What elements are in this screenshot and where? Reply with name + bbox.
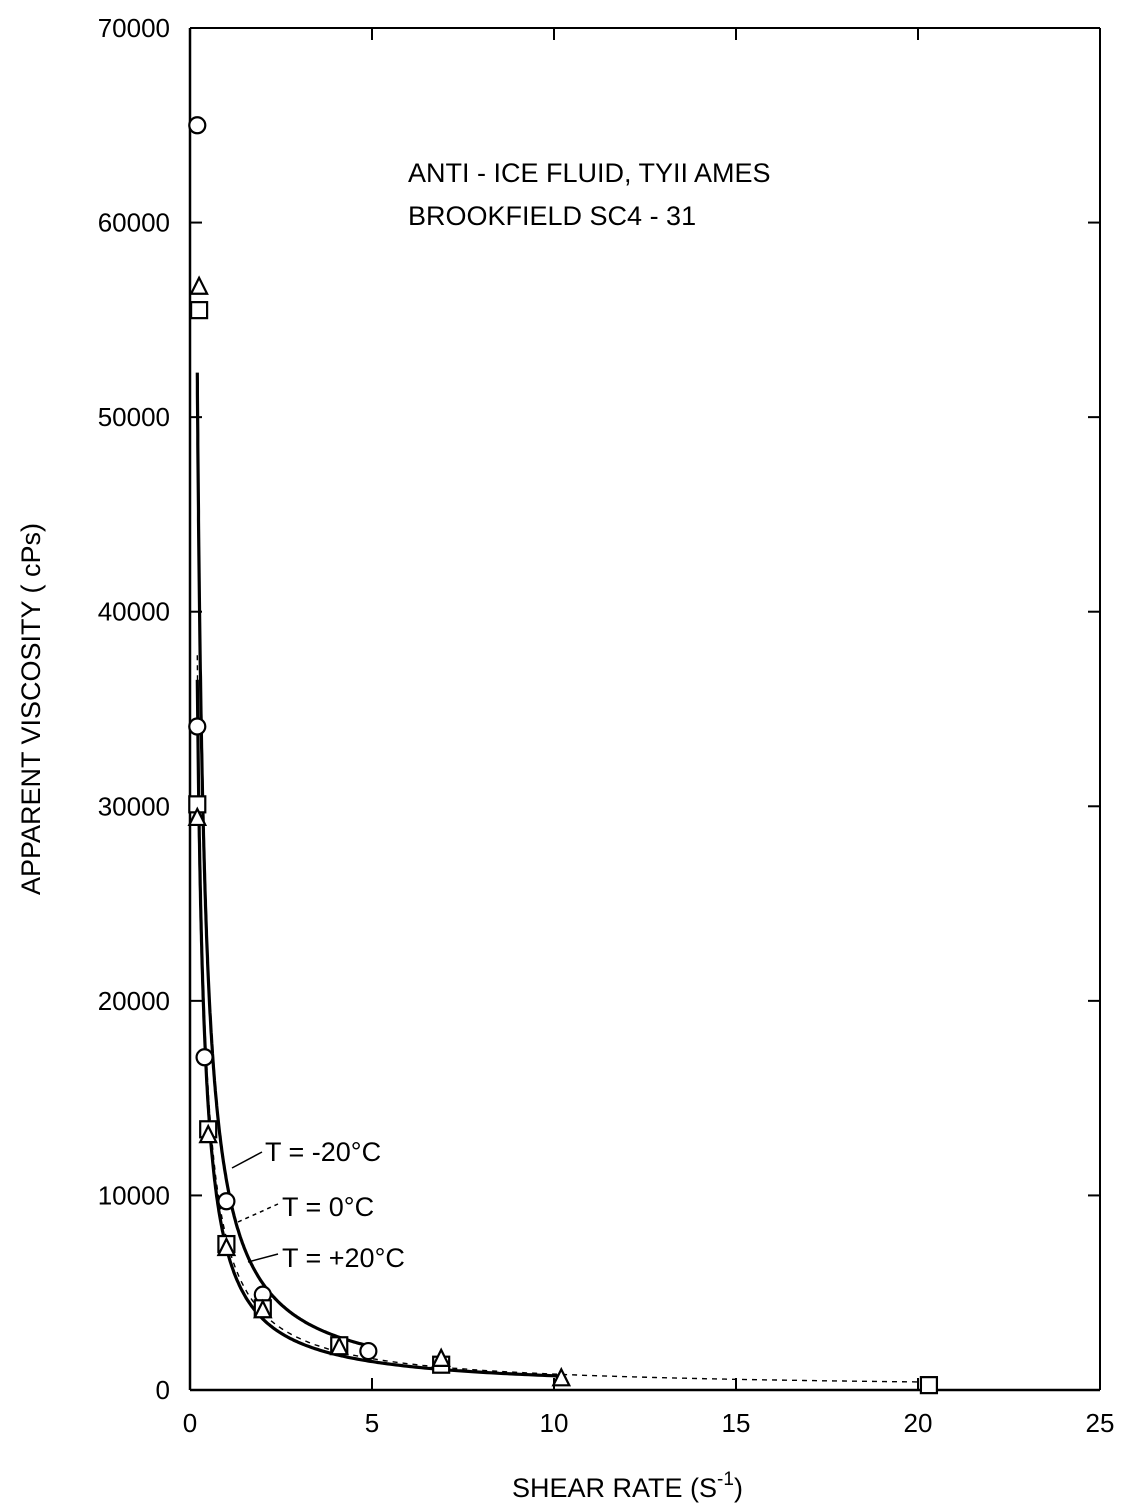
x-axis-title-tail: )	[734, 1473, 743, 1503]
axis-tick-labels: 0 5 10 15 20 25 0 10000 20000 30000 40000 50000 6000…	[98, 13, 1115, 1438]
marker-square	[190, 301, 209, 320]
x-axis-title-main: SHEAR RATE (S	[512, 1473, 717, 1503]
marker-triangle	[253, 1298, 273, 1319]
x-tick-label: 10	[540, 1408, 569, 1438]
chart-annotation-line-2: BROOKFIELD SC4 - 31	[408, 201, 696, 231]
x-tick-label: 20	[904, 1408, 933, 1438]
marker-triangle	[216, 1236, 237, 1257]
marker-triangle	[329, 1335, 350, 1356]
series-line-3	[195, 679, 562, 1378]
y-tick-label: 50000	[98, 402, 170, 432]
marker-triangle	[431, 1347, 451, 1367]
marker-triangle	[198, 1123, 218, 1144]
axis-ticks	[189, 27, 1101, 1391]
series-label-leader	[237, 1203, 279, 1223]
marker-square	[919, 1376, 939, 1395]
series-line-1	[195, 372, 369, 1348]
y-tick-label: 20000	[98, 986, 170, 1016]
x-tick-label: 5	[365, 1408, 379, 1438]
series-label-2: T = 0°C	[282, 1192, 374, 1222]
series-markers	[187, 116, 939, 1395]
series-curves	[195, 372, 929, 1383]
series-labels: T = -20°C T = 0°C T = +20°C	[231, 1137, 405, 1273]
y-tick-label: 10000	[98, 1180, 170, 1210]
marker-circle	[188, 116, 207, 135]
marker-circle	[359, 1341, 378, 1361]
axes-frame	[188, 27, 1101, 1392]
marker-circle	[188, 717, 207, 736]
x-axis-title: SHEAR RATE (S-1)	[512, 1469, 743, 1503]
y-tick-label: 60000	[98, 208, 170, 238]
marker-triangle	[551, 1366, 572, 1387]
y-tick-label: 0	[156, 1375, 170, 1405]
series-label-leader	[231, 1151, 263, 1169]
x-axis-title-superscript: -1	[717, 1469, 734, 1490]
y-tick-label: 40000	[98, 597, 170, 627]
marker-triangle	[189, 275, 209, 295]
series-line-2	[196, 655, 929, 1383]
series-label-3: T = +20°C	[282, 1243, 405, 1273]
marker-circle	[217, 1192, 236, 1211]
marker-triangle	[187, 806, 208, 827]
y-tick-label: 70000	[98, 13, 170, 43]
series-label-1: T = -20°C	[265, 1137, 381, 1167]
series-label-leader	[247, 1253, 279, 1263]
chart-annotation-line-1: ANTI - ICE FLUID, TYII AMES	[408, 158, 771, 188]
x-tick-label: 0	[183, 1408, 197, 1438]
x-tick-label: 15	[722, 1408, 751, 1438]
marker-circle	[195, 1048, 214, 1067]
y-tick-label: 30000	[98, 791, 170, 821]
x-tick-label: 25	[1086, 1408, 1115, 1438]
y-axis-title: APPARENT VISCOSITY ( cPs)	[16, 523, 46, 895]
